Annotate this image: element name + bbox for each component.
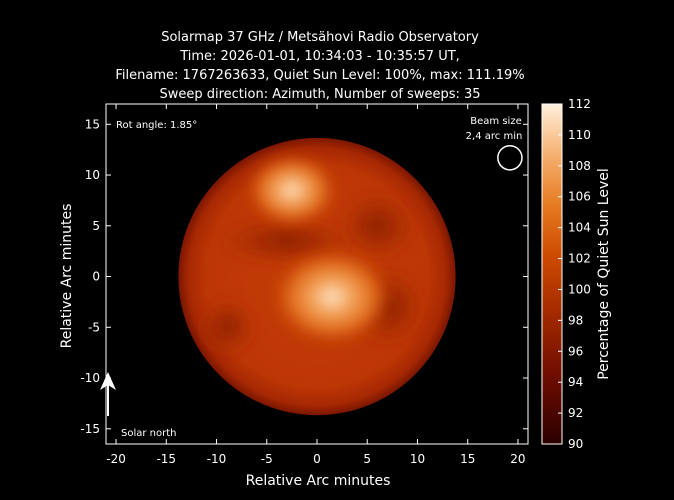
colorbar-ticks: 90 92 94 96 98 100 102 104 106 108 110 112 xyxy=(558,97,591,451)
dark-region-4 xyxy=(196,297,257,358)
hot-spot-1 xyxy=(271,248,393,346)
colorbar-tick-label: 92 xyxy=(568,406,583,420)
y-tick-label: 5 xyxy=(92,219,100,233)
x-tick-label: 10 xyxy=(410,452,425,466)
beam-size-circle xyxy=(497,144,523,171)
title-line-3: Filename: 1767263633, Quiet Sun Level: 1… xyxy=(115,68,525,83)
x-tick-label: -20 xyxy=(106,452,126,466)
colorbar-title: Percentage of Quiet Sun Level xyxy=(596,168,612,380)
colorbar-tick-label: 112 xyxy=(568,97,591,111)
y-tick-label: -15 xyxy=(80,422,100,436)
x-tick-label: 0 xyxy=(313,452,321,466)
title-line-2: Time: 2026-01-01, 10:34:03 - 10:35:57 UT… xyxy=(180,49,460,64)
y-tick-label: 0 xyxy=(92,270,100,284)
x-tick-label: -15 xyxy=(156,452,176,466)
colorbar-tick-label: 98 xyxy=(568,313,583,327)
dark-region-2 xyxy=(337,190,418,261)
colorbar xyxy=(541,103,563,445)
x-tick-label: 20 xyxy=(510,452,525,466)
colorbar-tick-label: 90 xyxy=(568,437,583,451)
colorbar-tick-label: 104 xyxy=(568,221,591,235)
title-line-4: Sweep direction: Azimuth, Number of swee… xyxy=(159,87,481,102)
colorbar-tick-label: 94 xyxy=(568,375,583,389)
y-tick-label: 15 xyxy=(85,117,100,131)
rot-angle-label: Rot angle: 1.85° xyxy=(116,120,197,131)
colorbar-tick-label: 106 xyxy=(568,190,591,204)
colorbar-tick-label: 108 xyxy=(568,159,591,173)
colorbar-tick-label: 102 xyxy=(568,252,591,266)
y-tick-label: -10 xyxy=(80,371,100,385)
solar-north-arrow-icon xyxy=(100,372,116,416)
y-axis-title: Relative Arc minutes xyxy=(59,203,75,349)
x-tick-label: -10 xyxy=(207,452,227,466)
x-tick-label: 5 xyxy=(363,452,371,466)
x-axis: -20 -15 -10 -5 0 5 10 15 20 xyxy=(106,104,526,466)
beam-size-label: Beam size xyxy=(470,116,521,127)
y-axis: -15 -10 -5 0 5 10 15 xyxy=(80,117,528,436)
y-tick-label: -5 xyxy=(88,320,100,334)
colorbar-tick-label: 96 xyxy=(568,344,583,358)
x-tick-label: 15 xyxy=(460,452,475,466)
title-line-1: Solarmap 37 GHz / Metsähovi Radio Observ… xyxy=(161,30,479,45)
solar-north-label: Solar north xyxy=(121,428,177,439)
colorbar-tick-label: 100 xyxy=(568,282,591,296)
hot-spot-2 xyxy=(246,154,338,227)
x-tick-label: -5 xyxy=(261,452,273,466)
x-axis-title: Relative Arc minutes xyxy=(245,473,391,489)
solar-disk-layer xyxy=(178,137,456,416)
y-tick-label: 10 xyxy=(85,168,100,182)
beam-size-value: 2,4 arc min xyxy=(466,131,523,142)
colorbar-tick-label: 110 xyxy=(568,128,591,142)
plot-area xyxy=(178,137,456,416)
